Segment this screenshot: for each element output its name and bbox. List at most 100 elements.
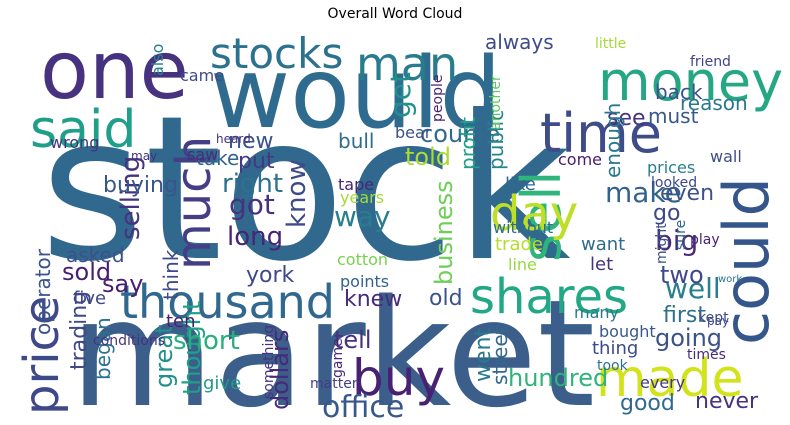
word-see: see <box>607 106 646 131</box>
word-thought: thought <box>178 301 206 395</box>
word-trading: trading <box>67 291 92 370</box>
word-right: right <box>222 169 283 199</box>
word-pay: pay <box>707 314 729 328</box>
word-saw: saw <box>187 145 218 164</box>
word-wrong: wrong <box>50 133 99 152</box>
word-time: time <box>540 102 662 165</box>
word-reason: reason <box>680 91 748 115</box>
word-looked: looked <box>651 175 697 191</box>
word-new: new <box>228 129 273 154</box>
word-give: give <box>203 373 241 394</box>
word-would: would <box>210 37 502 151</box>
word-always: always <box>485 30 554 54</box>
word-operator: operator <box>31 248 55 335</box>
word-going: going <box>655 324 722 352</box>
word-little: little <box>595 36 626 52</box>
word-asked: asked <box>66 243 125 267</box>
word-kept: kept <box>698 310 729 326</box>
word-public: public <box>484 110 508 170</box>
word-matter: matter <box>310 376 358 392</box>
word-money: money <box>598 50 783 113</box>
word-much: much <box>166 136 222 270</box>
word-heard: heard <box>216 132 251 146</box>
word-long: long <box>227 222 283 252</box>
word-bear: bear <box>395 123 432 142</box>
word-came: came <box>180 66 224 85</box>
word-many: many <box>574 303 619 322</box>
word-every: every <box>640 373 685 392</box>
word-business: business <box>430 180 458 285</box>
word-one: one <box>40 24 189 117</box>
word-put: put <box>238 149 275 174</box>
word-like: like <box>505 174 536 195</box>
word-know: know <box>282 159 312 228</box>
word-street: street <box>488 326 512 385</box>
word-short: short <box>173 326 240 356</box>
word-knew: knew <box>344 287 402 312</box>
word-told: told <box>405 143 451 171</box>
word-might: might <box>654 223 670 264</box>
word-way: way <box>334 200 391 233</box>
word-work: work <box>718 274 742 285</box>
word-must: must <box>648 104 699 128</box>
word-sold: sold <box>62 258 111 286</box>
word-hundred: hundred <box>508 364 608 392</box>
word-trade: trade <box>495 234 543 255</box>
word-tape: tape <box>338 175 374 194</box>
word-bought: bought <box>599 322 656 341</box>
word-say: say <box>102 270 143 298</box>
word-come: come <box>558 150 602 169</box>
word-cotton: cotton <box>337 250 388 269</box>
word-first: first <box>663 303 706 328</box>
word-two: two <box>660 261 704 289</box>
word-stock: stock <box>40 73 571 306</box>
word-line: line <box>508 255 537 274</box>
word-office: office <box>322 390 404 425</box>
word-ten: ten <box>166 311 196 332</box>
word-years: years <box>340 188 384 207</box>
word-buy: buy <box>352 349 445 407</box>
word-play: play <box>690 232 720 248</box>
word-game: game <box>330 338 346 378</box>
word-times: times <box>687 347 726 363</box>
word-back: back <box>655 80 703 104</box>
word-another: another <box>488 75 504 130</box>
word-man: man <box>356 37 458 91</box>
word-stocks: stocks <box>210 29 343 78</box>
word-want: want <box>581 234 625 255</box>
word-tell: tell <box>334 326 372 354</box>
word-five: five <box>73 288 106 309</box>
word-day: day <box>490 186 578 242</box>
word-selling: selling <box>116 156 146 240</box>
word-friend: friend <box>690 54 731 70</box>
word-big: big <box>655 224 698 257</box>
word-thing: thing <box>592 338 638 359</box>
word-even: even <box>660 181 714 206</box>
word-sell: sell <box>510 171 573 262</box>
word-bull: bull <box>338 129 374 153</box>
word-people: people <box>430 75 446 122</box>
word-let: let <box>590 254 613 275</box>
word-enough: enough <box>601 103 625 178</box>
word-could: could <box>710 177 783 345</box>
word-old: old <box>429 286 463 311</box>
word-also: also <box>148 44 167 76</box>
word-never: never <box>695 389 759 414</box>
word-took: took <box>597 358 629 374</box>
word-points: points <box>340 272 389 291</box>
word-buying: buying <box>103 173 178 198</box>
word-course: course <box>420 120 500 148</box>
word-york: york <box>246 263 295 288</box>
word-get: get <box>384 72 417 118</box>
word-well: well <box>665 272 721 305</box>
word-sure: sure <box>673 220 689 250</box>
word-market: market <box>70 268 595 425</box>
word-got: got <box>229 188 275 221</box>
word-prices: prices <box>647 158 695 177</box>
word-conditions: conditions <box>93 333 165 349</box>
word-go: go <box>653 201 680 226</box>
word-without: without <box>493 218 553 237</box>
word-began: began <box>91 317 115 380</box>
